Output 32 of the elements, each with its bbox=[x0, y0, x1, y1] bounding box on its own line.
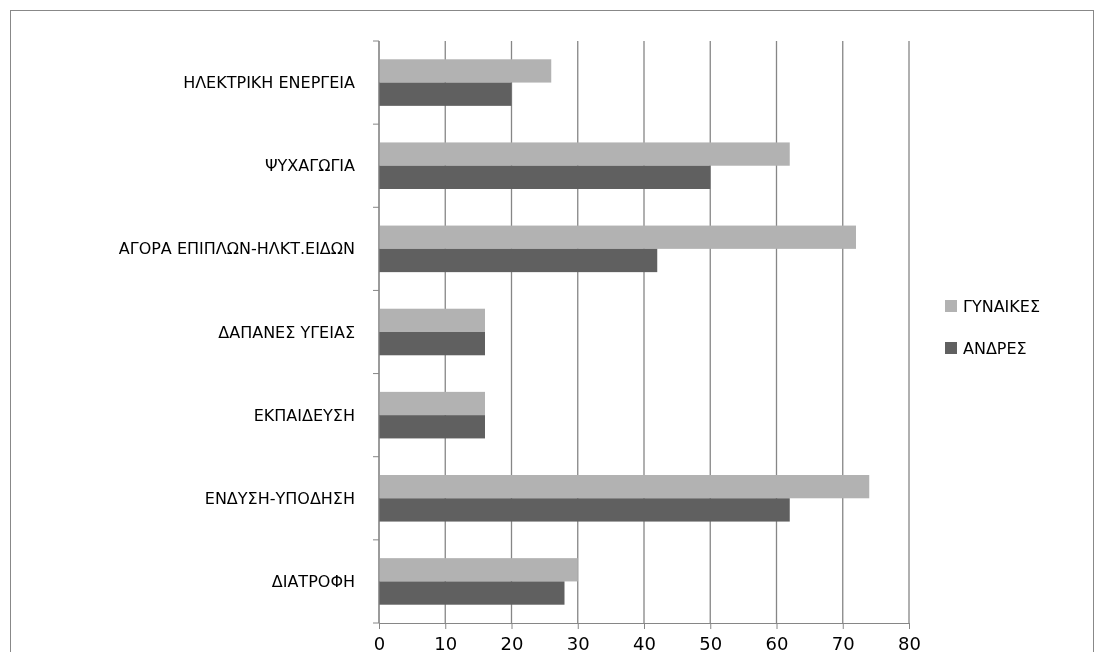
bar bbox=[379, 308, 485, 332]
x-tick-label: 20 bbox=[500, 633, 524, 652]
y-tick-label: ΗΛΕΚΤΡΙΚΗ ΕΝΕΡΓΕΙΑ bbox=[183, 73, 356, 93]
bar bbox=[379, 165, 711, 189]
x-tick-label: 30 bbox=[566, 633, 590, 652]
bar bbox=[379, 59, 552, 83]
y-tick-label: ΔΑΠΑΝΕΣ ΥΓΕΙΑΣ bbox=[218, 322, 355, 342]
bar bbox=[379, 475, 870, 499]
x-tick-label: 0 bbox=[373, 633, 386, 652]
x-tick-label: 70 bbox=[831, 633, 855, 652]
bar bbox=[379, 558, 578, 582]
x-tick-label: 80 bbox=[898, 633, 921, 652]
y-tick-label: ΨΥΧΑΓΩΓΙΑ bbox=[265, 156, 356, 176]
bar bbox=[379, 415, 485, 439]
bar bbox=[379, 498, 790, 522]
y-tick-label: ΕΚΠΑΙΔΕΥΣΗ bbox=[253, 405, 355, 425]
y-tick-label: ΑΓΟΡΑ ΕΠΙΠΛΩΝ-ΗΛΚΤ.ΕΙΔΩΝ bbox=[118, 239, 355, 259]
x-tick-label: 50 bbox=[699, 633, 723, 652]
bar bbox=[379, 82, 512, 106]
bar bbox=[379, 332, 485, 356]
x-tick-label: 10 bbox=[434, 633, 458, 652]
x-tick-label: 40 bbox=[633, 633, 656, 652]
bar bbox=[379, 248, 658, 273]
y-tick-label: ΔΙΑΤΡΟΦΗ bbox=[271, 572, 355, 592]
bar bbox=[379, 225, 856, 249]
x-tick-label: 60 bbox=[765, 633, 789, 652]
y-tick-label: ΕΝΔΥΣΗ-ΥΠΟΔΗΣΗ bbox=[204, 488, 355, 508]
legend-label: ΑΝΔΡΕΣ bbox=[963, 338, 1027, 358]
bar bbox=[379, 142, 790, 166]
bar bbox=[379, 391, 485, 416]
legend-label: ΓΥΝΑΙΚΕΣ bbox=[963, 296, 1041, 316]
bar bbox=[379, 581, 565, 605]
